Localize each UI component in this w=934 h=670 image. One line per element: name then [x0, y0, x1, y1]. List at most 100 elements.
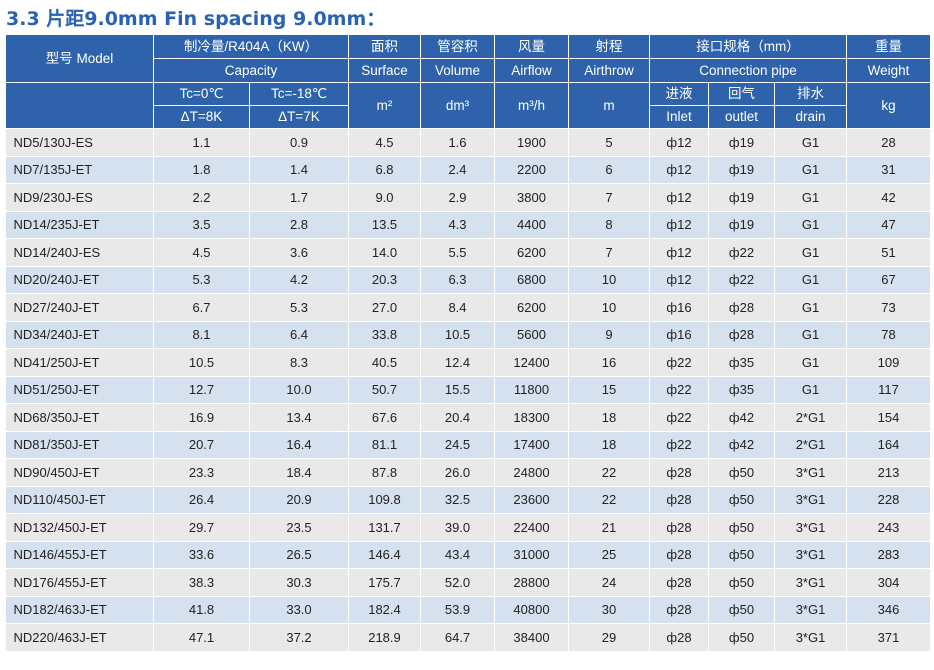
cell-inlet: ф28	[649, 568, 709, 597]
cell-outlet: ф19	[708, 128, 775, 157]
cell-capacity-tc0: 33.6	[153, 541, 250, 569]
cell-airflow: 6800	[494, 266, 569, 294]
cell-airflow: 40800	[494, 596, 569, 624]
cell-inlet: ф12	[649, 211, 709, 239]
cell-capacity-tc18: 4.2	[249, 266, 349, 294]
header-drain-en: drain	[773, 105, 848, 129]
spec-table: 型号 Model 制冷量/R404A（KW） 面积 管容积 风量 射程 接口规格…	[5, 34, 932, 652]
cell-airthrow: 5	[568, 128, 650, 157]
cell-airthrow: 9	[568, 321, 650, 349]
cell-inlet: ф22	[649, 431, 709, 459]
cell-weight: 243	[846, 513, 932, 542]
cell-surface: 218.9	[348, 623, 421, 652]
header-inlet-cn: 进液	[649, 82, 709, 106]
cell-capacity-tc18: 18.4	[249, 458, 349, 487]
cell-airthrow: 29	[568, 623, 650, 652]
cell-airthrow: 10	[568, 293, 650, 322]
cell-capacity-tc0: 26.4	[153, 486, 250, 514]
cell-drain: 3*G1	[774, 458, 848, 487]
cell-capacity-tc18: 10.0	[249, 376, 349, 404]
cell-volume: 4.3	[420, 211, 495, 239]
cell-capacity-tc18: 26.5	[249, 541, 349, 569]
cell-airthrow: 6	[568, 156, 650, 184]
cell-capacity-tc0: 29.7	[153, 513, 250, 542]
header-outlet-en: outlet	[708, 105, 775, 129]
header-throw-en: Airthrow	[568, 58, 650, 83]
cell-airflow: 4400	[494, 211, 569, 239]
cell-capacity-tc0: 20.7	[153, 431, 250, 459]
cell-weight: 109	[846, 348, 932, 377]
cell-volume: 39.0	[420, 513, 495, 542]
cell-capacity-tc18: 20.9	[249, 486, 349, 514]
cell-surface: 40.5	[348, 348, 421, 377]
cell-capacity-tc18: 5.3	[249, 293, 349, 322]
cell-weight: 42	[846, 183, 932, 212]
cell-capacity-tc0: 38.3	[153, 568, 250, 597]
header-capacity-cn: 制冷量/R404A（KW）	[153, 34, 349, 59]
cell-capacity-tc0: 1.8	[153, 156, 250, 184]
cell-drain: 2*G1	[774, 403, 848, 432]
cell-weight: 28	[846, 128, 932, 157]
cell-weight: 31	[846, 156, 932, 184]
cell-outlet: ф19	[708, 211, 775, 239]
cell-outlet: ф42	[708, 403, 775, 432]
cell-drain: 3*G1	[774, 486, 848, 514]
cell-capacity-tc18: 3.6	[249, 238, 349, 267]
cell-outlet: ф28	[708, 293, 775, 322]
cell-outlet: ф19	[708, 156, 775, 184]
cell-weight: 346	[846, 596, 932, 624]
cell-capacity-tc18: 8.3	[249, 348, 349, 377]
cell-airflow: 18300	[494, 403, 569, 432]
cell-weight: 78	[846, 321, 932, 349]
cell-model: ND7/135J-ET	[5, 156, 154, 184]
cell-weight: 117	[846, 376, 932, 404]
cell-model: ND14/235J-ET	[5, 211, 154, 239]
cell-capacity-tc18: 16.4	[249, 431, 349, 459]
table-row: ND20/240J-ET 5.3 4.2 20.3 6.3 6800 10 ф12 ф22 G1 6…	[5, 266, 932, 294]
table-row: ND182/463J-ET 41.8 33.0 182.4 53.9 40800 30 ф28…	[5, 596, 932, 624]
cell-weight: 213	[846, 458, 932, 487]
header-airflow-en: Airflow	[494, 58, 569, 83]
cell-inlet: ф12	[649, 183, 709, 212]
cell-volume: 2.9	[420, 183, 495, 212]
cell-capacity-tc0: 1.1	[153, 128, 250, 157]
cell-surface: 81.1	[348, 431, 421, 459]
cell-airthrow: 7	[568, 238, 650, 267]
cell-model: ND20/240J-ET	[5, 266, 154, 294]
cell-surface: 109.8	[348, 486, 421, 514]
cell-model: ND182/463J-ET	[5, 596, 154, 624]
cell-model: ND110/450J-ET	[5, 486, 154, 514]
cell-capacity-tc18: 30.3	[249, 568, 349, 597]
cell-weight: 47	[846, 211, 932, 239]
cell-airflow: 2200	[494, 156, 569, 184]
cell-airthrow: 15	[568, 376, 650, 404]
table-row: ND90/450J-ET 23.3 18.4 87.8 26.0 24800 22 ф28 ф5…	[5, 458, 932, 487]
cell-inlet: ф28	[649, 623, 709, 652]
table-row: ND34/240J-ET 8.1 6.4 33.8 10.5 5600 9 ф16 ф28 G1 7…	[5, 321, 932, 349]
cell-inlet: ф16	[649, 293, 709, 322]
header-model-blank	[5, 82, 154, 129]
cell-outlet: ф19	[708, 183, 775, 212]
cell-surface: 33.8	[348, 321, 421, 349]
header-outlet-cn: 回气	[708, 82, 775, 106]
cell-inlet: ф12	[649, 128, 709, 157]
cell-inlet: ф22	[649, 376, 709, 404]
cell-surface: 175.7	[348, 568, 421, 597]
table-row: ND132/450J-ET 29.7 23.5 131.7 39.0 22400 21 ф28…	[5, 513, 932, 542]
header-surface-unit: m²	[348, 82, 421, 129]
cell-volume: 15.5	[420, 376, 495, 404]
cell-airflow: 11800	[494, 376, 569, 404]
cell-weight: 51	[846, 238, 932, 267]
header-throw-cn: 射程	[568, 34, 650, 59]
header-connection-en: Connection pipe	[648, 58, 848, 83]
cell-capacity-tc18: 33.0	[249, 596, 349, 624]
cell-model: ND9/230J-ES	[5, 183, 154, 212]
cell-capacity-tc18: 0.9	[249, 128, 349, 157]
cell-airflow: 31000	[494, 541, 569, 569]
cell-outlet: ф35	[708, 376, 775, 404]
cell-capacity-tc0: 6.7	[153, 293, 250, 322]
cell-weight: 371	[846, 623, 932, 652]
cell-airflow: 3800	[494, 183, 569, 212]
cell-capacity-tc0: 10.5	[153, 348, 250, 377]
cell-outlet: ф50	[708, 596, 775, 624]
